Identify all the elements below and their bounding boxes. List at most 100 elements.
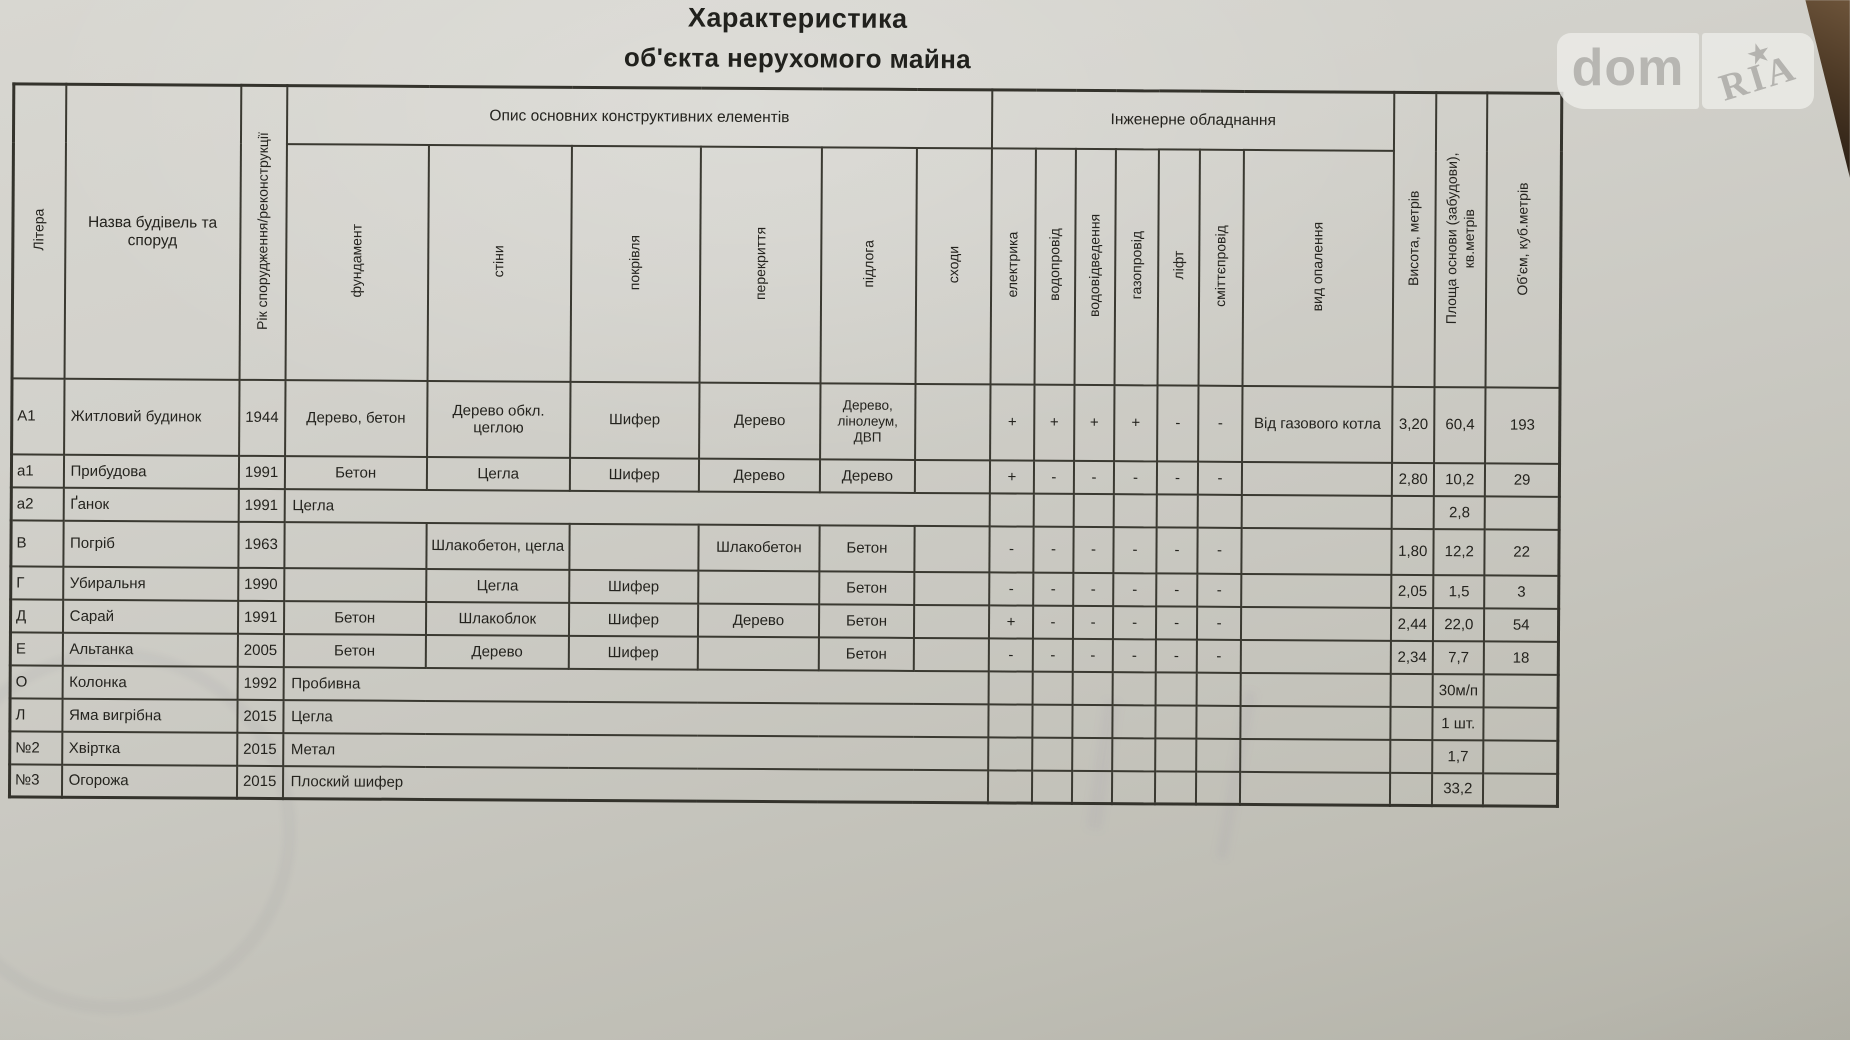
cell-water <box>1032 737 1073 771</box>
cell-garbage <box>1196 738 1241 772</box>
cell-elevator: - <box>1156 606 1198 640</box>
col-header-height: Висота, метрів <box>1392 92 1437 387</box>
cell-electricity <box>988 704 1033 738</box>
dom-ria-watermark: dom ★ RIA <box>1557 33 1814 109</box>
cell-year: 1963 <box>237 521 285 568</box>
cell-garbage: - <box>1197 461 1243 495</box>
cell-elevator: - <box>1157 385 1199 462</box>
cell-litera: №2 <box>9 731 62 765</box>
cell-area: 1,7 <box>1432 739 1484 774</box>
col-header-floor: підлога <box>820 146 917 384</box>
watermark-dom-box: dom <box>1557 33 1699 109</box>
cell-elevator <box>1156 494 1198 528</box>
col-header-name: Назва будівель та споруд <box>64 84 241 380</box>
cell-water <box>1031 770 1073 804</box>
cell-heating <box>1241 494 1393 529</box>
cell-water <box>1032 671 1073 705</box>
cell-volume <box>1483 773 1558 807</box>
col-header-electricity: електрика <box>990 147 1036 385</box>
cell-height <box>1390 772 1433 806</box>
cell-gas <box>1112 737 1156 772</box>
group-header-engineering: Інженерне обладнання <box>991 89 1395 151</box>
cell-garbage: - <box>1197 573 1242 607</box>
cell-litera: а2 <box>11 487 64 521</box>
cell-electricity: + <box>990 384 1035 461</box>
cell-construction-merged: Цегла <box>284 488 990 527</box>
cell-name: Альтанка <box>62 632 238 667</box>
cell-foundation <box>283 567 427 602</box>
cell-heating <box>1240 672 1392 707</box>
cell-heating <box>1241 573 1392 608</box>
cell-sewerage <box>1071 770 1113 804</box>
cell-roof <box>569 523 699 571</box>
cell-year: 1992 <box>237 666 284 700</box>
cell-year: 1991 <box>237 600 284 634</box>
cell-volume <box>1484 496 1560 530</box>
cell-area: 10,2 <box>1434 462 1486 497</box>
watermark-ria-box: ★ RIA <box>1702 33 1814 109</box>
cell-name: Ґанок <box>63 487 239 522</box>
cell-year: 2015 <box>236 699 284 733</box>
cell-height <box>1391 495 1435 529</box>
col-header-garbage: сміттєпровід <box>1198 149 1245 386</box>
cell-water: - <box>1032 638 1073 672</box>
cell-year: 2015 <box>236 765 283 799</box>
cell-volume <box>1483 674 1559 708</box>
cell-height: 2,34 <box>1391 640 1434 674</box>
cell-volume: 18 <box>1484 641 1559 675</box>
cell-electricity <box>988 671 1033 705</box>
cell-area: 30м/п <box>1432 673 1485 708</box>
col-header-heating: вид опалення <box>1242 149 1395 387</box>
cell-water: - <box>1033 526 1074 573</box>
cell-electricity <box>989 493 1034 527</box>
cell-stairs <box>914 571 990 606</box>
cell-elevator <box>1155 738 1197 772</box>
cell-garbage: - <box>1196 639 1242 673</box>
cell-height <box>1390 739 1433 773</box>
cell-name: Яма вигрібна <box>61 698 238 733</box>
cell-elevator <box>1155 705 1197 739</box>
cell-year: 1944 <box>238 379 286 456</box>
cell-height <box>1390 673 1434 707</box>
cell-walls: Цегла <box>425 568 570 603</box>
cell-electricity <box>988 737 1033 771</box>
cell-heating <box>1240 639 1392 674</box>
cell-area: 33,2 <box>1432 772 1484 807</box>
cell-walls: Шлакобетон, цегла <box>426 522 570 570</box>
cell-stairs <box>913 637 989 672</box>
cell-roof: Шифер <box>569 381 700 459</box>
cell-ceiling <box>697 636 819 671</box>
col-header-area: Площа основи (забудови), кв.метрів <box>1434 92 1488 388</box>
cell-name: Убиральня <box>62 566 238 601</box>
cell-litera: В <box>10 520 64 567</box>
cell-foundation: Бетон <box>284 455 427 490</box>
group-header-construction: Опис основних конструктивних елементів <box>286 85 993 148</box>
cell-garbage: - <box>1197 606 1242 640</box>
cell-floor: Дерево, лінолеум, ДВП <box>819 383 916 460</box>
cell-sewerage: - <box>1072 605 1114 639</box>
cell-sewerage: + <box>1074 384 1115 461</box>
cell-electricity: + <box>989 460 1035 494</box>
cell-sewerage <box>1072 704 1113 738</box>
cell-elevator: - <box>1156 461 1199 495</box>
cell-gas: - <box>1113 572 1157 607</box>
cell-ceiling: Шлакобетон <box>698 524 820 572</box>
cell-volume: 3 <box>1484 575 1559 609</box>
cell-volume: 54 <box>1484 608 1559 642</box>
cell-name: Сарай <box>62 599 238 634</box>
cell-sewerage <box>1072 671 1113 705</box>
cell-electricity: - <box>988 638 1033 672</box>
cell-height <box>1390 706 1433 740</box>
table-body: А1 Житловий будинок 1944 Дерево, бетон Дерев… <box>9 378 1561 807</box>
cell-height: 1,80 <box>1391 528 1434 575</box>
cell-floor: Бетон <box>819 571 915 605</box>
cell-year: 1991 <box>238 488 285 522</box>
cell-litera: О <box>10 665 63 699</box>
cell-stairs <box>914 525 990 573</box>
cell-litera: Л <box>9 698 63 732</box>
cell-construction-merged: Плоский шифер <box>282 765 989 804</box>
page-title-line1: Характеристика <box>687 2 908 34</box>
cell-heating: Від газового котла <box>1242 385 1393 463</box>
cell-ceiling: Дерево <box>697 603 820 638</box>
cell-garbage <box>1196 705 1241 739</box>
